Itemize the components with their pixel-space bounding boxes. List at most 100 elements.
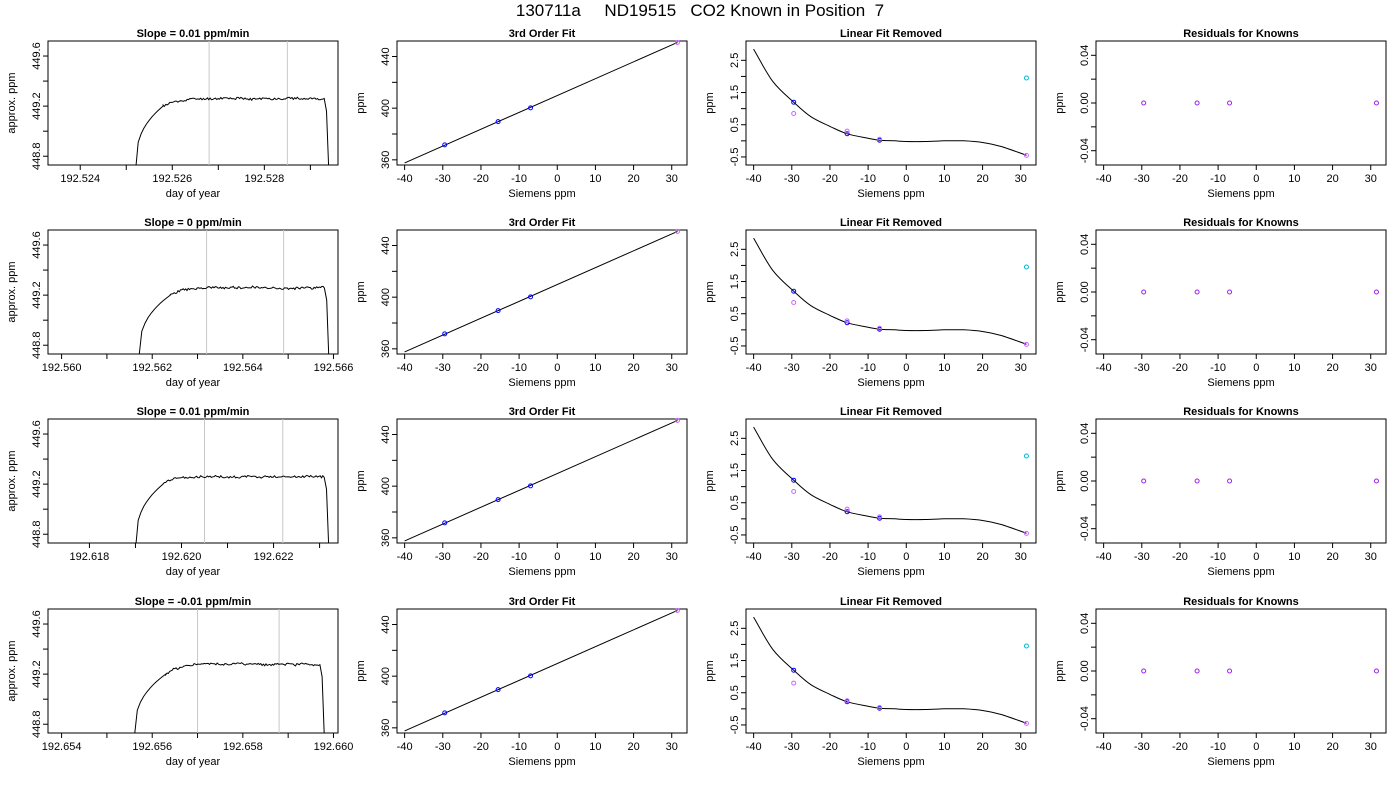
panel-title: Slope = 0 ppm/min	[144, 217, 242, 229]
y-tick-label: 449.2	[31, 470, 43, 498]
x-tick-label: -30	[1134, 741, 1150, 753]
y-tick-label: 360	[380, 151, 392, 169]
chart-svg: Slope = 0.01 ppm/min 192.524 192.526 192.52…	[6, 28, 339, 200]
y-tick-label: 449.2	[31, 92, 43, 120]
y-tick-label: 2.5	[729, 53, 741, 68]
data-point	[1023, 643, 1029, 649]
y-tick-label: 0.5	[729, 117, 741, 132]
data-point	[844, 320, 850, 326]
panel-r1-c1: 3rd Order Fit -40 -30 -20 -10 0 10 20 30 360 400 44…	[349, 189, 699, 389]
y-tick-label: 440	[380, 236, 392, 254]
y-tick-label: 1.5	[729, 463, 741, 478]
chart-svg: 3rd Order Fit -40 -30 -20 -10 0 10 20 30 360 400 44…	[355, 406, 688, 578]
data-point	[528, 673, 534, 679]
data-point	[495, 687, 501, 693]
y-tick-label: 449.6	[31, 420, 43, 448]
x-tick-label: -10	[511, 551, 527, 563]
x-tick-label: -30	[435, 362, 451, 374]
data-point	[442, 520, 448, 526]
y-tick-label: 2.5	[729, 242, 741, 257]
chart-svg: 3rd Order Fit -40 -30 -20 -10 0 10 20 30 360 400 44…	[355, 596, 688, 768]
y-tick-label: 449.6	[31, 610, 43, 638]
x-tick-label: -40	[746, 173, 762, 185]
data-point	[1023, 264, 1029, 270]
x-tick-label: -20	[473, 362, 489, 374]
data-point	[844, 506, 850, 512]
panel-title: Linear Fit Removed	[840, 596, 942, 608]
cubic-fit-curve	[753, 237, 1027, 345]
x-tick-label: -30	[435, 173, 451, 185]
y-axis-label: ppm	[355, 660, 367, 681]
y-tick-label: 0.5	[729, 495, 741, 510]
x-tick-label: 0	[554, 173, 560, 185]
x-tick-label: -10	[1210, 551, 1226, 563]
plot-frame	[1095, 40, 1387, 166]
panel-title: 3rd Order Fit	[509, 217, 576, 229]
x-axis-label: Siemens ppm	[1207, 756, 1274, 768]
x-tick-label: -20	[822, 173, 838, 185]
x-tick-label: 30	[1015, 551, 1027, 563]
x-tick-label: 10	[1288, 173, 1300, 185]
y-tick-label: 0.00	[1079, 281, 1091, 302]
x-tick-label: -20	[1172, 741, 1188, 753]
x-tick-label: 0	[1253, 741, 1259, 753]
x-axis-label: day of year	[166, 566, 221, 578]
plot-frame	[396, 608, 688, 734]
x-tick-label: -40	[1096, 551, 1112, 563]
data-point	[495, 308, 501, 314]
x-tick-label: -10	[511, 362, 527, 374]
y-tick-label: 440	[380, 615, 392, 633]
data-point	[442, 331, 448, 337]
concentration-trace	[135, 96, 330, 165]
x-tick-label: -40	[397, 173, 413, 185]
x-tick-label: 20	[627, 173, 639, 185]
panel-r0-c3: Residuals for Knowns -40 -30 -20 -10 0 10 20 30 -…	[1048, 0, 1398, 200]
plot-area	[135, 41, 330, 165]
panel-title: Linear Fit Removed	[840, 406, 942, 418]
plot-area	[404, 230, 678, 353]
x-tick-label: 0	[1253, 173, 1259, 185]
data-point	[791, 110, 797, 116]
x-tick-label: -20	[473, 173, 489, 185]
plot-area	[753, 48, 1027, 156]
y-tick-label: 449.2	[31, 281, 43, 309]
y-tick-label: 0.04	[1079, 423, 1091, 444]
plot-area	[753, 426, 1027, 534]
data-point	[844, 698, 850, 704]
data-point	[442, 710, 448, 716]
data-point	[1194, 478, 1200, 484]
plot-area	[138, 230, 330, 354]
x-tick-label: -10	[860, 173, 876, 185]
x-axis-label: Siemens ppm	[857, 756, 924, 768]
x-tick-label: 10	[938, 551, 950, 563]
x-tick-label: 0	[554, 551, 560, 563]
y-tick-label: 0.00	[1079, 660, 1091, 681]
data-point	[674, 228, 680, 234]
x-tick-label: -10	[860, 551, 876, 563]
x-tick-label: -20	[822, 362, 838, 374]
x-tick-label: -40	[1096, 362, 1112, 374]
y-tick-label: 448.8	[31, 520, 43, 548]
x-tick-label: -20	[1172, 551, 1188, 563]
x-tick-label: 10	[589, 551, 601, 563]
data-point	[1194, 289, 1200, 295]
x-tick-label: 192.656	[132, 741, 172, 753]
y-tick-label: 448.8	[31, 710, 43, 738]
x-tick-label: -40	[1096, 741, 1112, 753]
y-tick-label: 448.8	[31, 142, 43, 170]
y-axis-label: ppm	[355, 281, 367, 302]
y-axis-label: approx. ppm	[6, 261, 18, 322]
data-point	[1194, 668, 1200, 674]
y-tick-label: -0.04	[1079, 138, 1091, 163]
x-axis-label: Siemens ppm	[508, 377, 575, 389]
data-point	[1141, 668, 1147, 674]
plot-frame	[1095, 229, 1387, 355]
y-tick-label: 440	[380, 47, 392, 65]
x-axis-label: Siemens ppm	[857, 377, 924, 389]
x-tick-label: 20	[976, 741, 988, 753]
plot-frame	[47, 40, 339, 166]
data-point	[1227, 289, 1233, 295]
chart-svg: Residuals for Knowns -40 -30 -20 -10 0 10 20 30 -…	[1054, 217, 1387, 389]
panel-title: 3rd Order Fit	[509, 406, 576, 418]
